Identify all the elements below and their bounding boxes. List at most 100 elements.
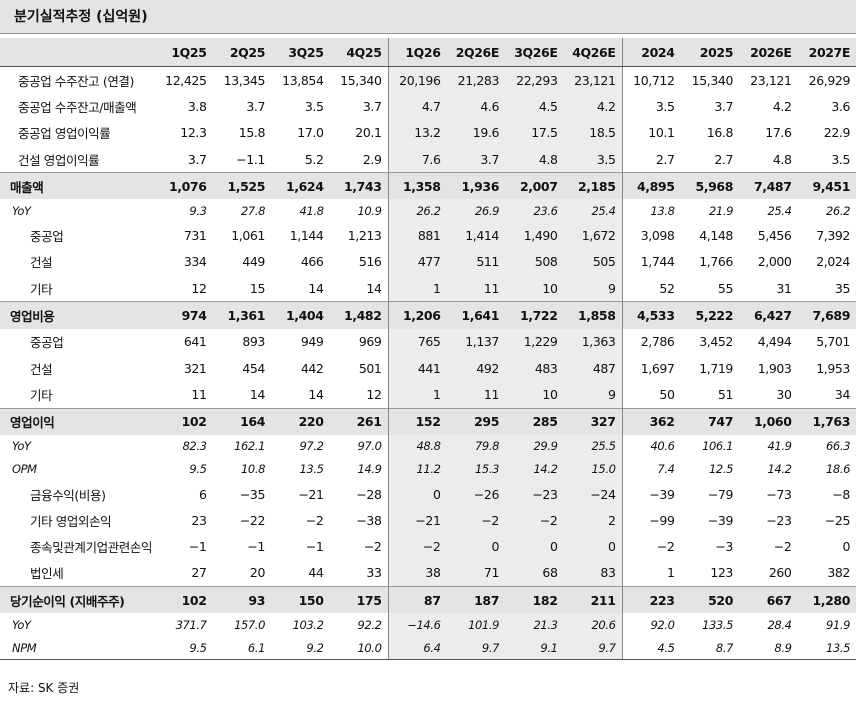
cell: 1,206 — [387, 301, 447, 329]
cell: 3.5 — [304, 98, 324, 114]
table-row: 중공업 수주잔고/매출액 3.8 3.7 3.5 3.7 4.7 4.6 4.5 4.2 3.5 3… — [0, 93, 856, 120]
cell: 66.3 — [825, 439, 850, 454]
row-label: YoY — [12, 439, 31, 454]
header-cell: 2027E — [797, 38, 856, 67]
table-row: 법인세 27 20 44 33 38 71 68 83 1 123 260 382 — [0, 559, 856, 587]
cell: 14 — [308, 280, 324, 296]
cell: 102 — [154, 586, 213, 614]
cell: 4.6 — [446, 93, 505, 120]
cell: 1,672 — [563, 222, 622, 249]
cell: 454 — [242, 360, 265, 376]
cell: 11 — [191, 386, 207, 402]
cell: 93 — [212, 586, 271, 614]
cell: 1,144 — [289, 228, 324, 244]
cell: 1 — [387, 275, 447, 302]
cell: 97.0 — [357, 439, 382, 454]
cell: 3.7 — [362, 98, 382, 114]
cell: 449 — [242, 254, 265, 270]
cell: 382 — [827, 565, 850, 581]
cell: −22 — [239, 512, 266, 528]
cell: 17.0 — [297, 125, 324, 141]
cell: 220 — [271, 407, 330, 435]
cell: 3.7 — [446, 145, 505, 173]
cell: 33 — [366, 565, 382, 581]
cell: 3.7 — [714, 98, 733, 114]
cell: −2 — [446, 507, 505, 534]
cell: −73 — [766, 486, 792, 502]
cell: 6.4 — [387, 636, 447, 661]
cell: 7.6 — [387, 145, 447, 173]
cell: 466 — [300, 254, 324, 270]
cell: 34 — [834, 386, 851, 402]
table-row: NPM 9.5 6.1 9.2 10.0 6.4 9.7 9.1 9.7 4.5 8.7 8.9 13.… — [0, 636, 856, 661]
cell: 164 — [212, 407, 271, 435]
cell: 1,404 — [271, 301, 330, 329]
cell: 13.2 — [387, 119, 447, 146]
cell: 0 — [446, 533, 505, 560]
cell: 25.5 — [563, 434, 622, 458]
cell: −35 — [239, 486, 266, 502]
cell: 223 — [621, 586, 681, 614]
cell: 162.1 — [234, 439, 265, 454]
cell: −28 — [356, 486, 382, 502]
cell: 52 — [621, 275, 681, 302]
cell: 881 — [387, 222, 447, 249]
cell: 5,456 — [757, 228, 792, 244]
header-cell — [0, 38, 154, 67]
row-label: 중공업 — [30, 229, 64, 245]
cell: 30 — [776, 386, 792, 402]
cell: 4,494 — [757, 334, 792, 350]
cell: 969 — [358, 334, 382, 350]
cell: 9.2 — [271, 636, 330, 661]
cell: −2 — [621, 533, 681, 560]
cell: 106.1 — [702, 439, 733, 454]
cell: 5,701 — [816, 334, 850, 350]
cell: 520 — [680, 586, 739, 614]
cell: 25.4 — [563, 199, 622, 223]
header-cell: 2Q26E — [446, 38, 505, 67]
cell: 79.8 — [446, 434, 505, 458]
cell: 0 — [505, 533, 564, 560]
row-label: 금융수익(비용) — [30, 487, 106, 503]
cell: 1,766 — [699, 254, 733, 270]
cell: 10.1 — [621, 119, 681, 146]
table-row: OPM 9.5 10.8 13.5 14.9 11.2 15.3 14.2 15.0 7.4 12.… — [0, 457, 856, 481]
cell: 26.2 — [387, 199, 447, 223]
cell: 9 — [563, 381, 622, 409]
cell: 31 — [776, 280, 792, 296]
cell: 27.8 — [240, 203, 265, 218]
cell: 150 — [271, 586, 330, 614]
cell: 175 — [329, 586, 388, 614]
cell: 492 — [446, 354, 505, 382]
cell: 68 — [505, 559, 564, 587]
cell: 13,854 — [282, 72, 324, 88]
table-row: YoY 82.3 162.1 97.2 97.0 48.8 79.8 29.9 25.5 40.6… — [0, 434, 856, 458]
cell: 8.9 — [739, 636, 798, 661]
cell: 9.1 — [505, 636, 564, 661]
cell: 18.5 — [563, 119, 622, 146]
cell: 12 — [366, 386, 382, 402]
cell: 15 — [249, 280, 266, 296]
cell: 15.8 — [238, 125, 266, 141]
table-row: 당기순이익 (지배주주) 102 93 150 175 87 187 182 211 223 520… — [0, 586, 856, 614]
cell: 26.2 — [825, 203, 850, 218]
cell: 91.9 — [825, 617, 850, 632]
cell: 641 — [183, 334, 207, 350]
cell: 12.3 — [180, 125, 207, 141]
cell: 261 — [329, 407, 388, 435]
table-row: 중공업 수주잔고 (연결) 12,425 13,345 13,854 15,340 20,… — [0, 66, 856, 94]
cell: −1.1 — [236, 151, 265, 167]
header-cell: 1Q25 — [154, 38, 213, 67]
cell: 1,414 — [446, 222, 505, 249]
cell: 511 — [446, 248, 505, 276]
cell: 87 — [387, 586, 447, 614]
cell: 285 — [505, 407, 564, 435]
row-label: YoY — [12, 617, 31, 632]
cell: 21.9 — [708, 203, 733, 218]
cell: 182 — [505, 586, 564, 614]
row-label: OPM — [12, 462, 37, 477]
data-table: 1Q25 2Q25 3Q25 4Q25 1Q26 2Q26E 3Q26E 4Q26E 2024 2… — [0, 38, 856, 661]
cell: 9.3 — [189, 203, 207, 218]
cell: −39 — [707, 512, 734, 528]
cell: 1,229 — [505, 328, 564, 355]
